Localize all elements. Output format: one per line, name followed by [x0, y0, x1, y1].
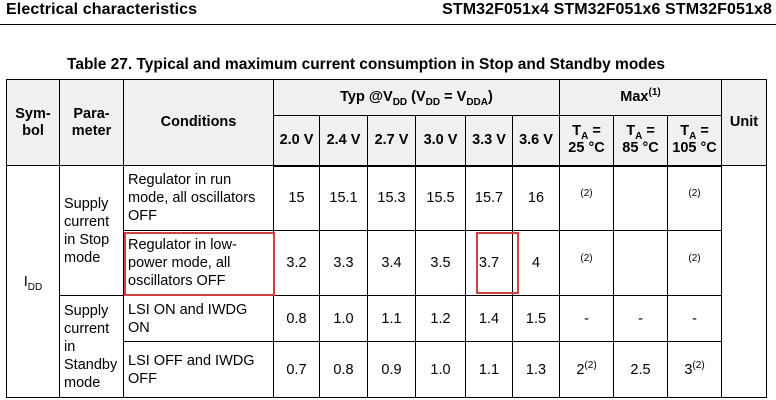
- typ-value: 4: [512, 230, 560, 296]
- condition-cell: LSI OFF and IWDG OFF: [123, 341, 274, 398]
- parameter-cell: Supply current in Standby mode: [59, 295, 124, 398]
- typ-value: 1.0: [319, 295, 368, 342]
- typ-value: 1.5: [512, 295, 560, 342]
- max-value: (2): [667, 165, 722, 231]
- col-voltage: 2.7 V: [367, 115, 416, 167]
- max-value: -: [667, 295, 722, 342]
- typ-value: 3.2: [273, 230, 320, 296]
- col-voltage: 3.3 V: [465, 115, 513, 167]
- max-value: (2): [559, 165, 614, 231]
- current-consumption-table: Sym- bol Para- meter Conditions Typ @VDD…: [6, 79, 767, 398]
- section-title: Electrical characteristics: [6, 1, 198, 18]
- document-header: Electrical characteristics STM32F051x4 S…: [0, 0, 776, 26]
- typ-value: 0.8: [273, 295, 320, 342]
- condition-cell: Regulator in low-power mode, all oscilla…: [123, 230, 274, 296]
- col-conditions: Conditions: [123, 79, 274, 166]
- col-temp: TA = 25 °C: [559, 115, 614, 167]
- typ-value: 3.4: [367, 230, 416, 296]
- typ-value: 1.4: [465, 295, 513, 342]
- max-value: 2(2): [559, 341, 614, 398]
- max-value: 2.5: [613, 341, 668, 398]
- typ-value: 1.1: [367, 295, 416, 342]
- typ-value: 3.3: [319, 230, 368, 296]
- col-unit: Unit: [721, 79, 767, 166]
- condition-cell: LSI ON and IWDG ON: [123, 295, 274, 342]
- max-value: 3(2): [667, 341, 722, 398]
- typ-value: 1.2: [415, 295, 466, 342]
- typ-value: 15: [273, 165, 320, 231]
- col-temp: TA = 105 °C: [667, 115, 722, 167]
- max-value: -: [559, 295, 614, 342]
- typ-value: 0.8: [319, 341, 368, 398]
- typ-value: 0.9: [367, 341, 416, 398]
- col-voltage: 3.0 V: [415, 115, 466, 167]
- col-symbol: Sym- bol: [6, 79, 60, 166]
- header-row-2: 2.0 V 2.4 V 2.7 V 3.0 V 3.3 V 3.6 V TA =…: [7, 115, 767, 167]
- typ-value: 15.3: [367, 165, 416, 231]
- typ-value: 1.0: [415, 341, 466, 398]
- typ-value: 16: [512, 165, 560, 231]
- part-numbers: STM32F051x4 STM32F051x6 STM32F051x8: [442, 1, 772, 18]
- col-voltage: 2.4 V: [319, 115, 368, 167]
- symbol-cell: IDD: [6, 165, 60, 398]
- max-value: [613, 230, 668, 296]
- col-typ-group: Typ @VDD (VDD = VDDA): [273, 79, 560, 116]
- unit-cell: [721, 165, 767, 398]
- col-max-group: Max(1): [559, 79, 722, 116]
- table-row: IDD Supply current in Stop mode Regulato…: [6, 165, 767, 398]
- col-parameter: Para- meter: [59, 79, 124, 166]
- max-value: -: [613, 295, 668, 342]
- typ-value: 15.5: [415, 165, 466, 231]
- typ-value: 0.7: [273, 341, 320, 398]
- typ-value: 1.1: [465, 341, 513, 398]
- parameter-cell: Supply current in Stop mode: [59, 165, 124, 296]
- typ-value: 15.7: [465, 165, 513, 231]
- col-voltage: 2.0 V: [273, 115, 320, 167]
- col-voltage: 3.6 V: [512, 115, 560, 167]
- header-rule: [0, 24, 776, 25]
- col-temp: TA = 85 °C: [613, 115, 668, 167]
- typ-value: 3.5: [415, 230, 466, 296]
- table-row: Supply current in Standby mode LSI ON an…: [7, 295, 767, 398]
- typ-value: 15.1: [319, 165, 368, 231]
- table-row: LSI OFF and IWDG OFF 0.7 0.8 0.9 1.0 1.1…: [7, 341, 767, 398]
- condition-cell: Regulator in run mode, all oscillators O…: [123, 165, 274, 231]
- typ-value: 1.3: [512, 341, 560, 398]
- max-value: [613, 165, 668, 231]
- table-caption: Table 27. Typical and maximum current co…: [67, 56, 665, 73]
- header-row-1: Sym- bol Para- meter Conditions Typ @VDD…: [6, 79, 767, 166]
- max-value: (2): [667, 230, 722, 296]
- max-value: (2): [559, 230, 614, 296]
- typ-value: 3.7: [465, 230, 513, 296]
